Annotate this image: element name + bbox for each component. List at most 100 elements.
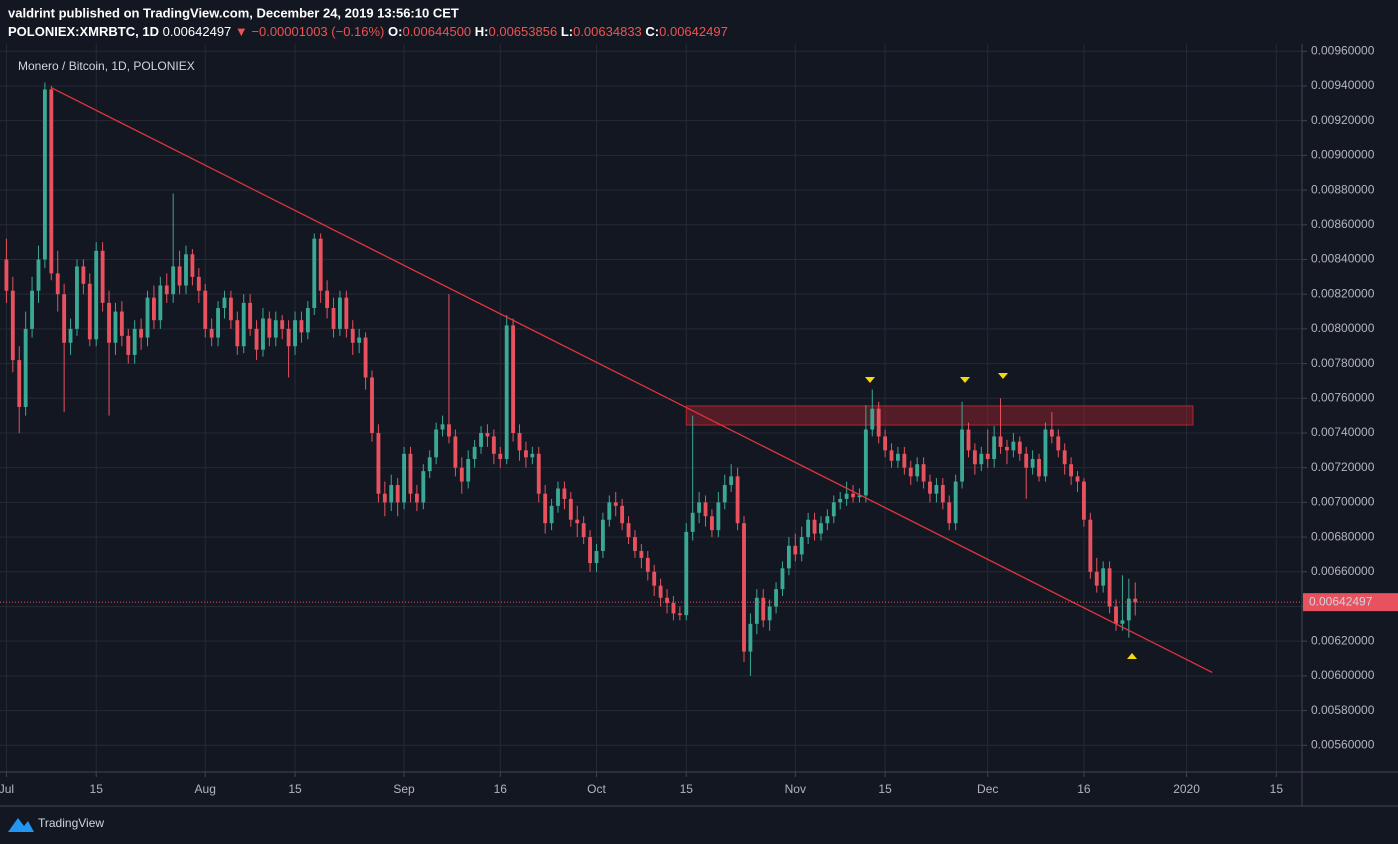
candle-body — [498, 453, 503, 460]
x-tick-label: Sep — [393, 782, 415, 796]
candle-body — [152, 297, 156, 321]
candle-body — [908, 467, 913, 477]
x-tick-label: 16 — [494, 782, 508, 796]
candle-body — [325, 290, 330, 309]
candle-body — [793, 545, 798, 555]
candle-body — [690, 512, 695, 532]
candle-body — [934, 485, 939, 494]
ohlc-value: 0.00634833 — [573, 24, 642, 39]
candle-body — [902, 453, 907, 468]
candle-body — [838, 498, 843, 503]
y-tick-label: 0.00940000 — [1311, 78, 1375, 92]
author-line: valdrint published on TradingView.com, D… — [8, 5, 459, 20]
candle-body — [857, 495, 862, 498]
x-tick-label: 15 — [288, 782, 302, 796]
x-tick-label: Nov — [785, 782, 806, 796]
y-tick-label: 0.00760000 — [1311, 390, 1375, 404]
candle-body — [357, 337, 362, 343]
candle-body — [735, 476, 740, 524]
candle-body — [209, 328, 214, 338]
candle-body — [363, 337, 368, 378]
candle-body — [594, 550, 599, 564]
candle-body — [626, 523, 631, 538]
candle-body — [953, 481, 958, 524]
candle-body — [972, 450, 977, 465]
candle-body — [248, 302, 253, 329]
candle-body — [107, 302, 111, 343]
logo-icon — [8, 818, 34, 832]
x-tick-label: Oct — [587, 782, 606, 796]
candle-body — [940, 485, 945, 503]
candle-body — [81, 266, 86, 284]
candle-body — [254, 328, 259, 350]
trendline — [51, 87, 1213, 673]
chart-title: Monero / Bitcoin, 1D, POLONIEX — [18, 59, 195, 73]
candle-body — [312, 238, 317, 309]
candle-body — [671, 603, 676, 614]
candle-body — [293, 320, 297, 347]
y-tick-label: 0.00720000 — [1311, 460, 1375, 474]
candle-body — [863, 429, 868, 496]
candle-body — [588, 537, 592, 564]
symbol: POLONIEX:XMRBTC, 1D — [8, 24, 159, 39]
y-tick-label: 0.00600000 — [1311, 668, 1375, 682]
candle-body — [1030, 459, 1035, 468]
candle-body — [30, 290, 34, 329]
y-tick-label: 0.00560000 — [1311, 737, 1375, 751]
candle-body — [158, 285, 163, 321]
candle-body — [216, 308, 220, 338]
brand: TradingView — [38, 816, 104, 830]
candle-body — [677, 613, 682, 616]
x-tick-label: 15 — [90, 782, 104, 796]
marker-down — [865, 377, 875, 383]
candle-body — [543, 493, 548, 524]
candle-body — [530, 453, 535, 458]
candle-body — [568, 498, 573, 520]
ohlc-label: C: — [645, 24, 659, 39]
candle-body — [1114, 606, 1118, 624]
marker-down — [960, 377, 970, 383]
y-tick-label: 0.00660000 — [1311, 564, 1375, 578]
candle-body — [1107, 568, 1112, 607]
y-tick-label: 0.00960000 — [1311, 43, 1375, 57]
marker-down — [998, 373, 1008, 379]
candle-body — [421, 471, 426, 503]
candle-body — [261, 318, 265, 350]
candle-body — [408, 453, 413, 494]
candle-body — [754, 597, 759, 624]
candle-body — [479, 432, 483, 447]
candle-body — [575, 519, 580, 524]
candle-body — [1120, 620, 1125, 624]
x-tick-label: 16 — [1077, 782, 1091, 796]
candle-body — [1049, 429, 1054, 437]
candle-body — [703, 502, 708, 517]
candle-body — [427, 457, 432, 472]
candle-body — [780, 568, 785, 590]
candle-body — [767, 606, 772, 621]
candle-body — [511, 325, 516, 433]
y-tick-label: 0.00820000 — [1311, 286, 1375, 300]
candle-body — [639, 550, 644, 558]
candle-body — [350, 328, 355, 343]
candle-body — [1075, 476, 1080, 482]
candle-body — [645, 557, 650, 572]
x-tick-label: 2020 — [1173, 782, 1200, 796]
candle-body — [536, 453, 541, 494]
ohlc-label: O: — [388, 24, 402, 39]
candle-body — [1088, 519, 1093, 572]
y-tick-label: 0.00740000 — [1311, 425, 1375, 439]
candle-body — [761, 597, 766, 621]
y-tick-label: 0.00620000 — [1311, 633, 1375, 647]
resistance-zone — [685, 405, 1194, 426]
marker-up — [1127, 653, 1137, 659]
candle-body — [87, 283, 92, 340]
candle-body — [273, 320, 278, 338]
candle-body — [665, 597, 669, 604]
candle-body — [774, 589, 778, 607]
candle-body — [55, 273, 60, 295]
candle-body — [504, 325, 509, 460]
candle-body — [299, 320, 304, 333]
candle-body — [600, 519, 605, 551]
candle-body — [1011, 441, 1016, 451]
candle-body — [633, 537, 637, 551]
